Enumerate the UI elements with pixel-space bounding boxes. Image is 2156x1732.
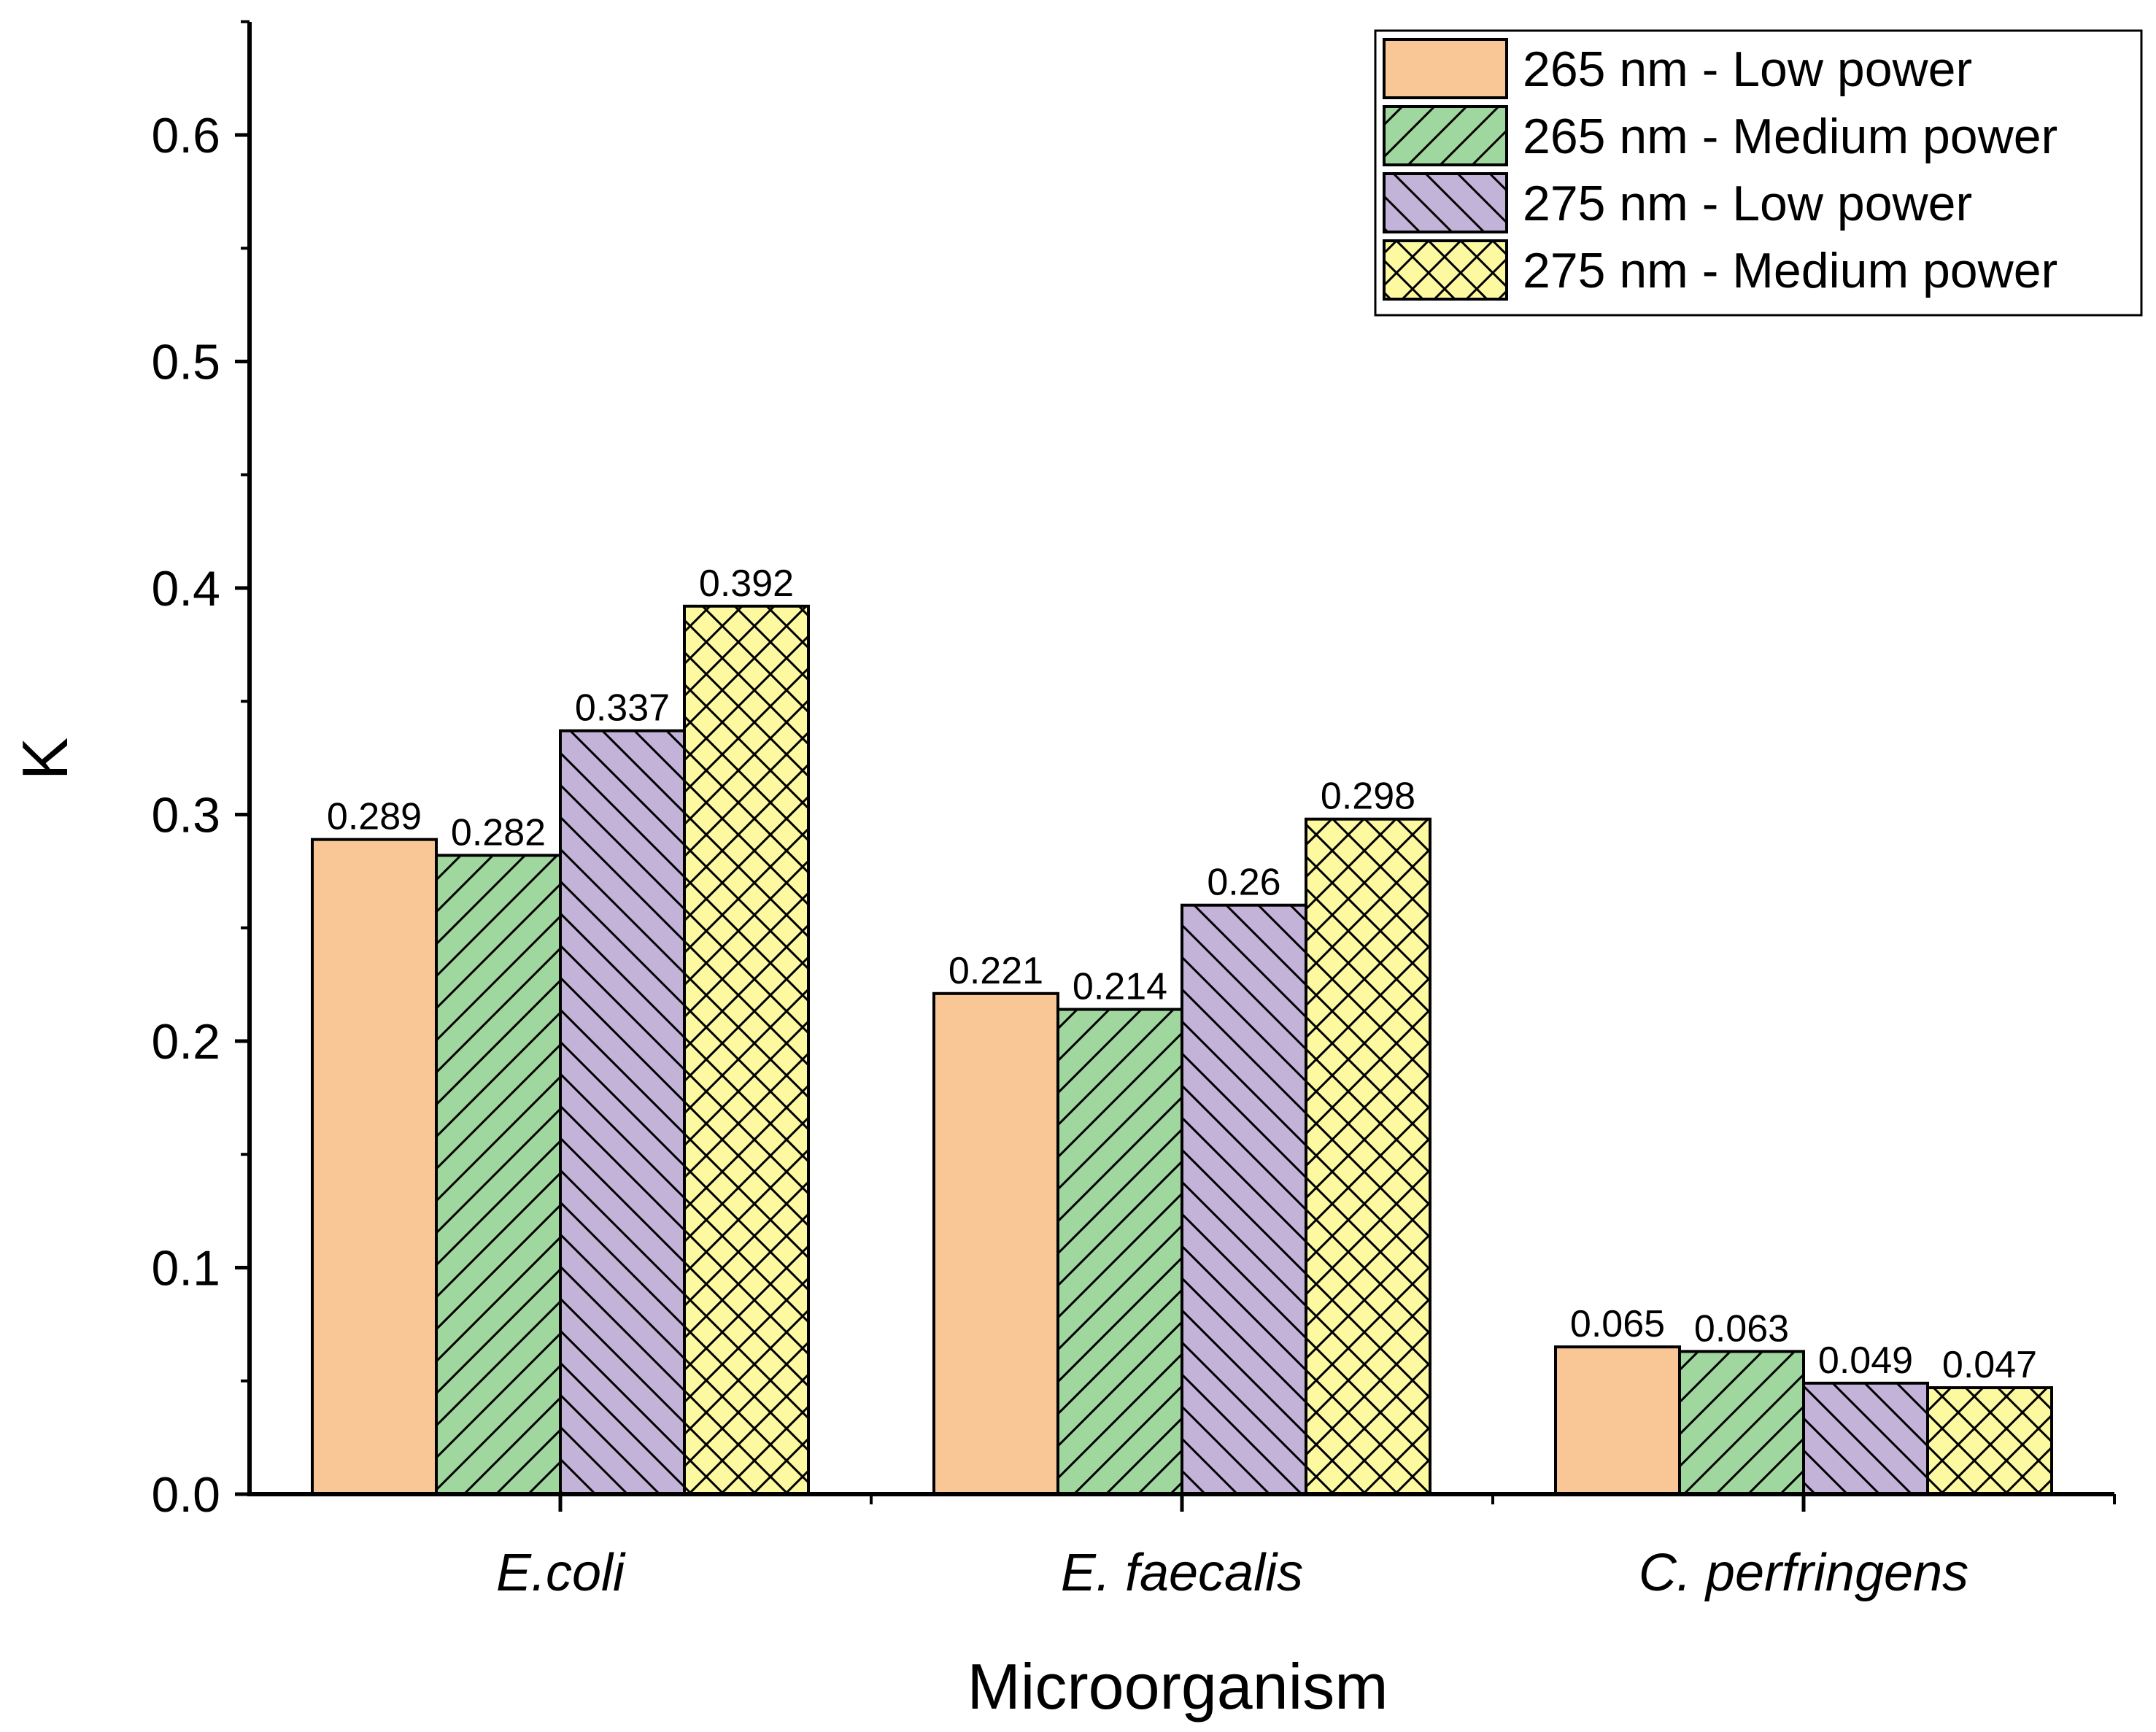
bar [1554,1345,1681,1496]
y-tick-label: 0.3 [151,788,220,843]
bar [1802,1381,1929,1496]
bar [932,991,1059,1496]
bar [311,838,438,1496]
axes-layer: 0.0 0.1 0.2 0.3 0.4 0.5 0.6 E.coli E. faecalis C.… [151,20,2116,1602]
bar [559,729,686,1496]
legend-label: 275 nm - Medium power [1523,243,2058,298]
bar [1056,1008,1183,1496]
y-tick-label: 0.6 [151,108,220,163]
legend-swatch [1383,38,1508,99]
bars-layer [311,604,2053,1496]
y-tick-label: 0.0 [151,1467,220,1523]
data-label: 0.063 [1694,1307,1789,1350]
bar [1926,1386,2053,1496]
x-tick-label: E.coli [496,1544,626,1602]
y-tick-label: 0.5 [151,335,220,390]
legend: 265 nm - Low power 265 nm - Medium power 2… [1374,29,2143,317]
data-label: 0.26 [1207,862,1280,904]
x-tick-label: C. perfringens [1639,1544,1968,1602]
data-label: 0.049 [1818,1339,1913,1382]
data-label: 0.047 [1942,1344,2037,1386]
legend-label: 265 nm - Medium power [1523,109,2058,164]
legend-swatch [1383,105,1508,166]
data-label: 0.065 [1570,1303,1665,1345]
legend-swatch [1383,239,1508,301]
y-axis-title: K [9,738,81,781]
bar [1181,903,1307,1496]
x-tick-label: E. faecalis [1061,1544,1303,1602]
legend-label: 275 nm - Low power [1523,176,1972,231]
bar [1305,817,1431,1496]
data-label: 0.282 [451,811,546,854]
data-label: 0.298 [1321,776,1415,818]
bar [435,854,562,1496]
x-axis-title: Microorganism [967,1650,1388,1723]
y-tick-label: 0.4 [151,561,220,616]
data-label: 0.221 [948,950,1043,992]
legend-label: 265 nm - Low power [1523,42,1972,97]
bar [683,604,810,1496]
data-label: 0.392 [699,562,794,605]
y-tick-label: 0.2 [151,1014,220,1070]
legend-swatch [1383,172,1508,233]
data-label: 0.337 [575,687,670,730]
data-label: 0.214 [1073,966,1167,1008]
bar [1678,1350,1805,1496]
data-labels-layer: 0.289 0.282 0.337 0.392 0.221 0.214 0.26 0.298 0… [327,562,2037,1386]
data-label: 0.289 [327,796,422,838]
y-tick-label: 0.1 [151,1241,220,1296]
